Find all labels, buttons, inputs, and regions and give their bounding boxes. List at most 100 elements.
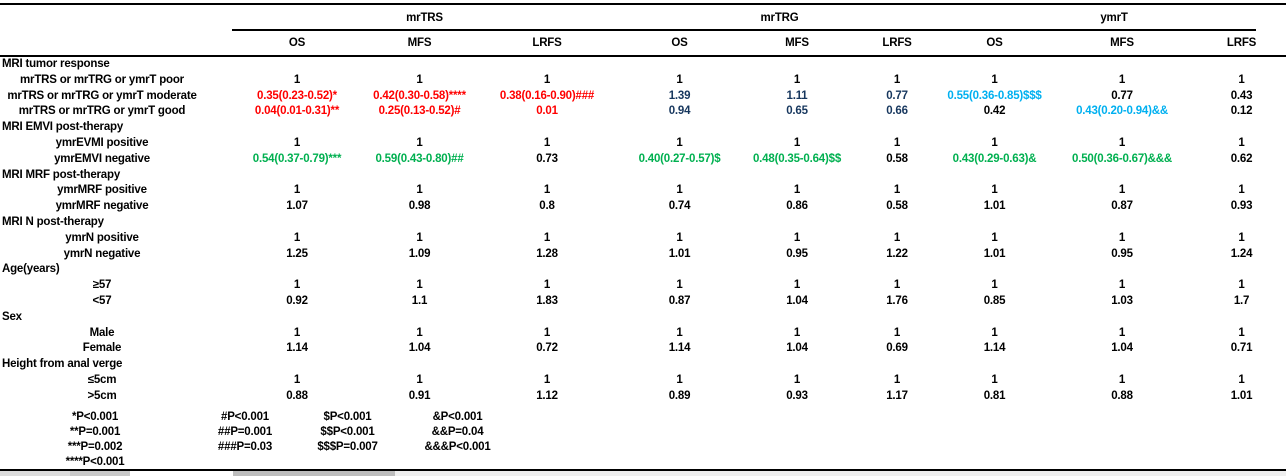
col-header-mfs: MFS	[362, 31, 477, 57]
cell-value: 1	[416, 326, 423, 339]
section-label: Age(years)	[2, 263, 60, 276]
table-row: Female 1.14 1.04 0.72 1.14 1.04 0.69 1.14 1.04 0.…	[0, 341, 1286, 357]
cell-value: 1	[293, 231, 301, 244]
cell-value: 0.35(0.23-0.52)*	[257, 89, 337, 102]
cell-value: 0.8	[539, 200, 555, 213]
cell-value: 0.48(0.35-0.64)$$	[752, 152, 842, 165]
section-row: MRI MRF post-therapy	[0, 168, 1286, 184]
cell-value: 0.25(0.13-0.52)#	[378, 105, 461, 118]
table-row: ymrN positive 1 1 1 1 1 1 1 1 1	[0, 231, 1286, 247]
cell-value: 1.01	[668, 247, 691, 260]
cell-value: 1	[543, 279, 551, 292]
cell-value: 1	[893, 231, 901, 244]
section-row: Height from anal verge	[0, 357, 1286, 373]
cell-value: 1	[676, 136, 683, 149]
cell-value: 0.59(0.43-0.80)##	[375, 152, 464, 165]
cell-value: 0.91	[408, 389, 431, 402]
cell-value: 0.94	[668, 105, 691, 118]
cell-value: 1	[1238, 279, 1245, 292]
cell-value: 1	[416, 231, 423, 244]
table-body: MRI tumor response mrTRS or mrTRG or ymrT…	[0, 56, 1286, 405]
col-header-os: OS	[617, 31, 742, 57]
row-label: <57	[92, 294, 112, 307]
footnote-item: ***P=0.002	[67, 441, 123, 453]
table-row: ≥57 1 1 1 1 1 1 1 1 1	[0, 278, 1286, 294]
cell-value: 1	[676, 231, 683, 244]
footnote-item: $P<0.001	[323, 411, 372, 423]
cell-value: 1.14	[286, 342, 308, 355]
section-label: Sex	[2, 310, 22, 323]
group-header-ymrt: ymrT	[942, 5, 1286, 31]
cell-value: 1	[991, 136, 998, 149]
cell-value: 0.58	[886, 152, 908, 165]
group-header-mrtrs: mrTRS	[232, 5, 617, 31]
row-label: ymrN negative	[63, 247, 141, 260]
cell-value: 0.89	[668, 389, 691, 402]
cell-value: 1	[293, 279, 301, 292]
col-header-lrfs: LRFS	[852, 31, 943, 57]
cell-value: 0.54(0.37-0.79)***	[252, 152, 342, 165]
cell-value: 0.42	[983, 105, 1006, 118]
hazard-ratio-table: mrTRS mrTRG ymrT OS MFS LRFS OS MFS	[0, 5, 1286, 405]
row-label: ymrN positive	[65, 231, 139, 244]
cell-value: 1	[793, 231, 801, 244]
cell-value: 1.12	[536, 389, 558, 402]
row-label: ≥57	[92, 279, 112, 292]
row-label: ymrMRF negative	[55, 200, 149, 213]
cell-value: 1.25	[286, 247, 308, 260]
footnote-item	[190, 455, 300, 470]
footnote-item: ###P=0.03	[217, 441, 273, 453]
bottom-rule	[0, 469, 1286, 471]
label-column-spacer	[0, 5, 232, 31]
cell-value: 0.66	[886, 105, 908, 118]
cell-value: 1	[1238, 373, 1245, 386]
footnote-item: #P<0.001	[221, 411, 269, 423]
cell-value: 0.69	[886, 342, 908, 355]
cell-value: 1	[1238, 231, 1245, 244]
cell-value: 1.22	[886, 247, 908, 260]
table-row: mrTRS or mrTRG or ymrT poor 1 1 1 1 1 1 1 1 1	[0, 73, 1286, 89]
cell-value: 0.43(0.20-0.94)&&	[1076, 105, 1168, 118]
cell-value: 1.7	[1233, 294, 1250, 307]
cell-value: 0.55(0.36-0.85)$$$	[947, 89, 1042, 102]
cell-value: 0.98	[408, 200, 431, 213]
cell-value: 1	[293, 326, 301, 339]
footnote-item	[300, 455, 395, 470]
col-header-mfs: MFS	[742, 31, 852, 57]
cell-value: 0.88	[286, 389, 308, 402]
cell-value: 1	[793, 373, 801, 386]
cell-value: 1.17	[886, 389, 908, 402]
cell-value: 0.93	[1230, 200, 1253, 213]
row-label: mrTRS or mrTRG or ymrT poor	[20, 73, 184, 86]
table-row: <57 0.92 1.1 1.83 0.87 1.04 1.76 0.85 1.03 1.7	[0, 294, 1286, 310]
cell-value: 1	[1118, 136, 1126, 149]
top-rule	[0, 3, 1286, 5]
table-row: ymrMRF negative 1.07 0.98 0.8 0.74 0.86 0.58 1.…	[0, 199, 1286, 215]
cell-value: 1	[293, 373, 301, 386]
cell-value: 0.81	[983, 389, 1006, 402]
cell-value: 0.65	[786, 105, 808, 118]
cell-value: 1.04	[786, 294, 808, 307]
cell-value: 1	[1238, 73, 1245, 86]
cell-value: 0.43(0.29-0.63)&	[952, 152, 1037, 165]
cell-value: 1	[991, 326, 998, 339]
cell-value: 0.01	[536, 105, 558, 118]
cell-value: 0.40(0.27-0.57)$	[638, 152, 721, 165]
row-label: Male	[89, 326, 115, 339]
cell-value: 0.50(0.36-0.67)&&&	[1072, 152, 1172, 165]
cell-value: 1	[293, 184, 301, 197]
col-header-os: OS	[942, 31, 1048, 57]
cell-value: 1	[293, 136, 301, 149]
cell-value: 1.14	[983, 342, 1006, 355]
cell-value: 0.95	[786, 247, 808, 260]
cell-value: 1	[1118, 231, 1126, 244]
cell-value: 1	[793, 184, 801, 197]
cell-value: 1	[893, 279, 901, 292]
col-header-os: OS	[232, 31, 362, 57]
footnotes: *P<0.001 #P<0.001 $P<0.001 &P<0.001 **P=0.00…	[0, 410, 1286, 470]
cell-value: 1.11	[786, 89, 808, 102]
cell-value: 0.93	[786, 389, 808, 402]
cell-value: 1.07	[286, 200, 308, 213]
cell-value: 1	[676, 326, 683, 339]
cell-value: 0.73	[536, 152, 558, 165]
